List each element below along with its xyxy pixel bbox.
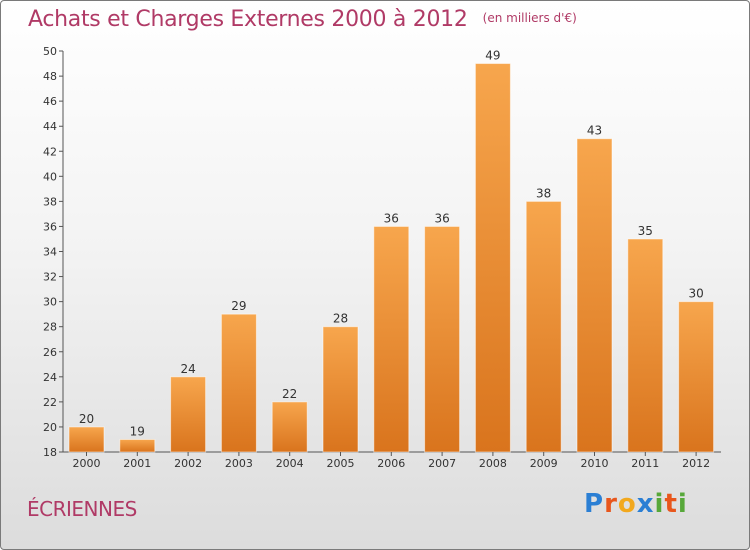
bar-2003 xyxy=(220,313,257,453)
unit-note: (en milliers d'€) xyxy=(482,11,577,25)
x-tick-label-2002: 2002 xyxy=(174,457,202,470)
proxiti-logo: Proxiti xyxy=(584,489,688,519)
y-tick-label: 24 xyxy=(43,371,57,384)
logo-letter: i xyxy=(654,489,665,519)
value-label-2007: 36 xyxy=(434,211,449,225)
x-tick-label-2007: 2007 xyxy=(428,457,456,470)
place-name: ÉCRIENNES xyxy=(27,497,137,521)
logo-letter: r xyxy=(604,489,618,519)
logo-letter: i xyxy=(677,489,688,519)
x-tick-label-2004: 2004 xyxy=(276,457,304,470)
y-tick-label: 18 xyxy=(43,446,57,459)
x-tick-label-2009: 2009 xyxy=(530,457,558,470)
x-tick-label-2005: 2005 xyxy=(327,457,355,470)
value-label-2002: 24 xyxy=(180,362,195,376)
y-tick-label: 40 xyxy=(43,170,57,183)
y-tick-label: 26 xyxy=(43,346,57,359)
y-tick-label: 46 xyxy=(43,95,57,108)
x-tick-label-2011: 2011 xyxy=(631,457,659,470)
value-label-2006: 36 xyxy=(384,211,399,225)
value-label-2012: 30 xyxy=(688,287,703,301)
y-tick-label: 38 xyxy=(43,195,57,208)
bar-2004 xyxy=(271,401,308,453)
value-label-2001: 19 xyxy=(130,424,145,438)
y-tick-label: 48 xyxy=(43,70,57,83)
value-label-2005: 28 xyxy=(333,312,348,326)
value-label-2000: 20 xyxy=(79,412,94,426)
bar-2000 xyxy=(68,426,105,453)
bar-2011 xyxy=(627,238,664,453)
x-tick-label-2001: 2001 xyxy=(123,457,151,470)
value-label-2004: 22 xyxy=(282,387,297,401)
y-tick-label: 22 xyxy=(43,396,57,409)
y-tick-label: 50 xyxy=(43,45,57,58)
x-tick-label-2003: 2003 xyxy=(225,457,253,470)
y-tick-label: 28 xyxy=(43,321,57,334)
logo-letter: P xyxy=(584,489,605,519)
chart-title-block: Achats et Charges Externes 2000 à 2012 (… xyxy=(28,7,577,32)
value-label-2009: 38 xyxy=(536,186,551,200)
y-tick-label: 36 xyxy=(43,220,57,233)
x-tick-label-2012: 2012 xyxy=(682,457,710,470)
y-tick-label: 30 xyxy=(43,296,57,309)
bar-2001 xyxy=(119,438,156,453)
y-tick-label: 42 xyxy=(43,145,57,158)
bar-2005 xyxy=(322,326,359,453)
logo-letter: t xyxy=(664,489,678,519)
x-tick-label-2006: 2006 xyxy=(377,457,405,470)
bar-2009 xyxy=(525,200,562,453)
x-tick-label-2010: 2010 xyxy=(581,457,609,470)
value-label-2011: 35 xyxy=(638,224,653,238)
bar-2007 xyxy=(424,225,461,453)
y-tick-label: 20 xyxy=(43,421,57,434)
logo-letter: o xyxy=(617,489,637,519)
logo-letter: x xyxy=(636,489,655,519)
y-tick-label: 44 xyxy=(43,120,57,133)
bar-2012 xyxy=(678,301,715,453)
chart-title: Achats et Charges Externes 2000 à 2012 xyxy=(28,7,468,32)
value-label-2010: 43 xyxy=(587,124,602,138)
x-tick-label-2008: 2008 xyxy=(479,457,507,470)
bar-2010 xyxy=(576,138,613,453)
bar-2006 xyxy=(373,225,410,453)
y-tick-label: 32 xyxy=(43,271,57,284)
bar-2008 xyxy=(474,63,511,453)
y-tick-label: 34 xyxy=(43,246,57,259)
x-tick-label-2000: 2000 xyxy=(73,457,101,470)
bar-2002 xyxy=(170,376,207,453)
value-label-2003: 29 xyxy=(231,299,246,313)
value-label-2008: 49 xyxy=(485,49,500,63)
